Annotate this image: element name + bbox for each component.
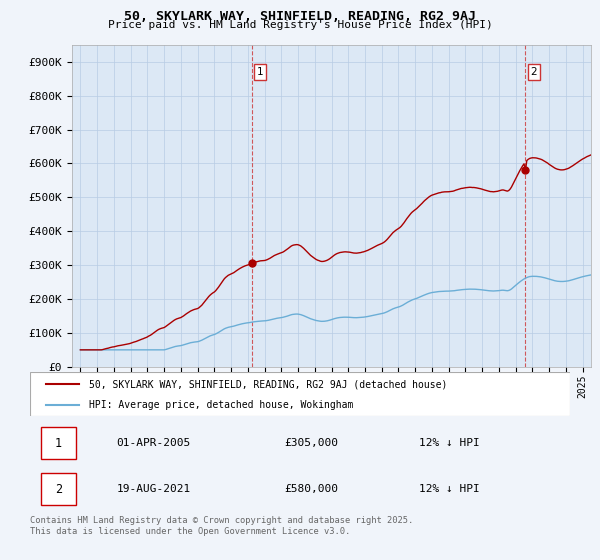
Text: 1: 1 [257,67,263,77]
Bar [41,427,76,459]
Text: Price paid vs. HM Land Registry's House Price Index (HPI): Price paid vs. HM Land Registry's House … [107,20,493,30]
Text: 19-AUG-2021: 19-AUG-2021 [116,484,191,494]
Text: HPI: Average price, detached house, Wokingham: HPI: Average price, detached house, Woki… [89,400,354,409]
Text: 12% ↓ HPI: 12% ↓ HPI [419,438,479,448]
Text: 50, SKYLARK WAY, SHINFIELD, READING, RG2 9AJ: 50, SKYLARK WAY, SHINFIELD, READING, RG2… [124,10,476,23]
Text: 01-APR-2005: 01-APR-2005 [116,438,191,448]
Text: £580,000: £580,000 [284,484,338,494]
Text: 1: 1 [55,437,62,450]
Text: £305,000: £305,000 [284,438,338,448]
Bar [41,473,76,506]
Text: 12% ↓ HPI: 12% ↓ HPI [419,484,479,494]
Text: 2: 2 [530,67,537,77]
Text: Contains HM Land Registry data © Crown copyright and database right 2025.
This d: Contains HM Land Registry data © Crown c… [30,516,413,536]
Text: 50, SKYLARK WAY, SHINFIELD, READING, RG2 9AJ (detached house): 50, SKYLARK WAY, SHINFIELD, READING, RG2… [89,379,448,389]
Text: 2: 2 [55,483,62,496]
